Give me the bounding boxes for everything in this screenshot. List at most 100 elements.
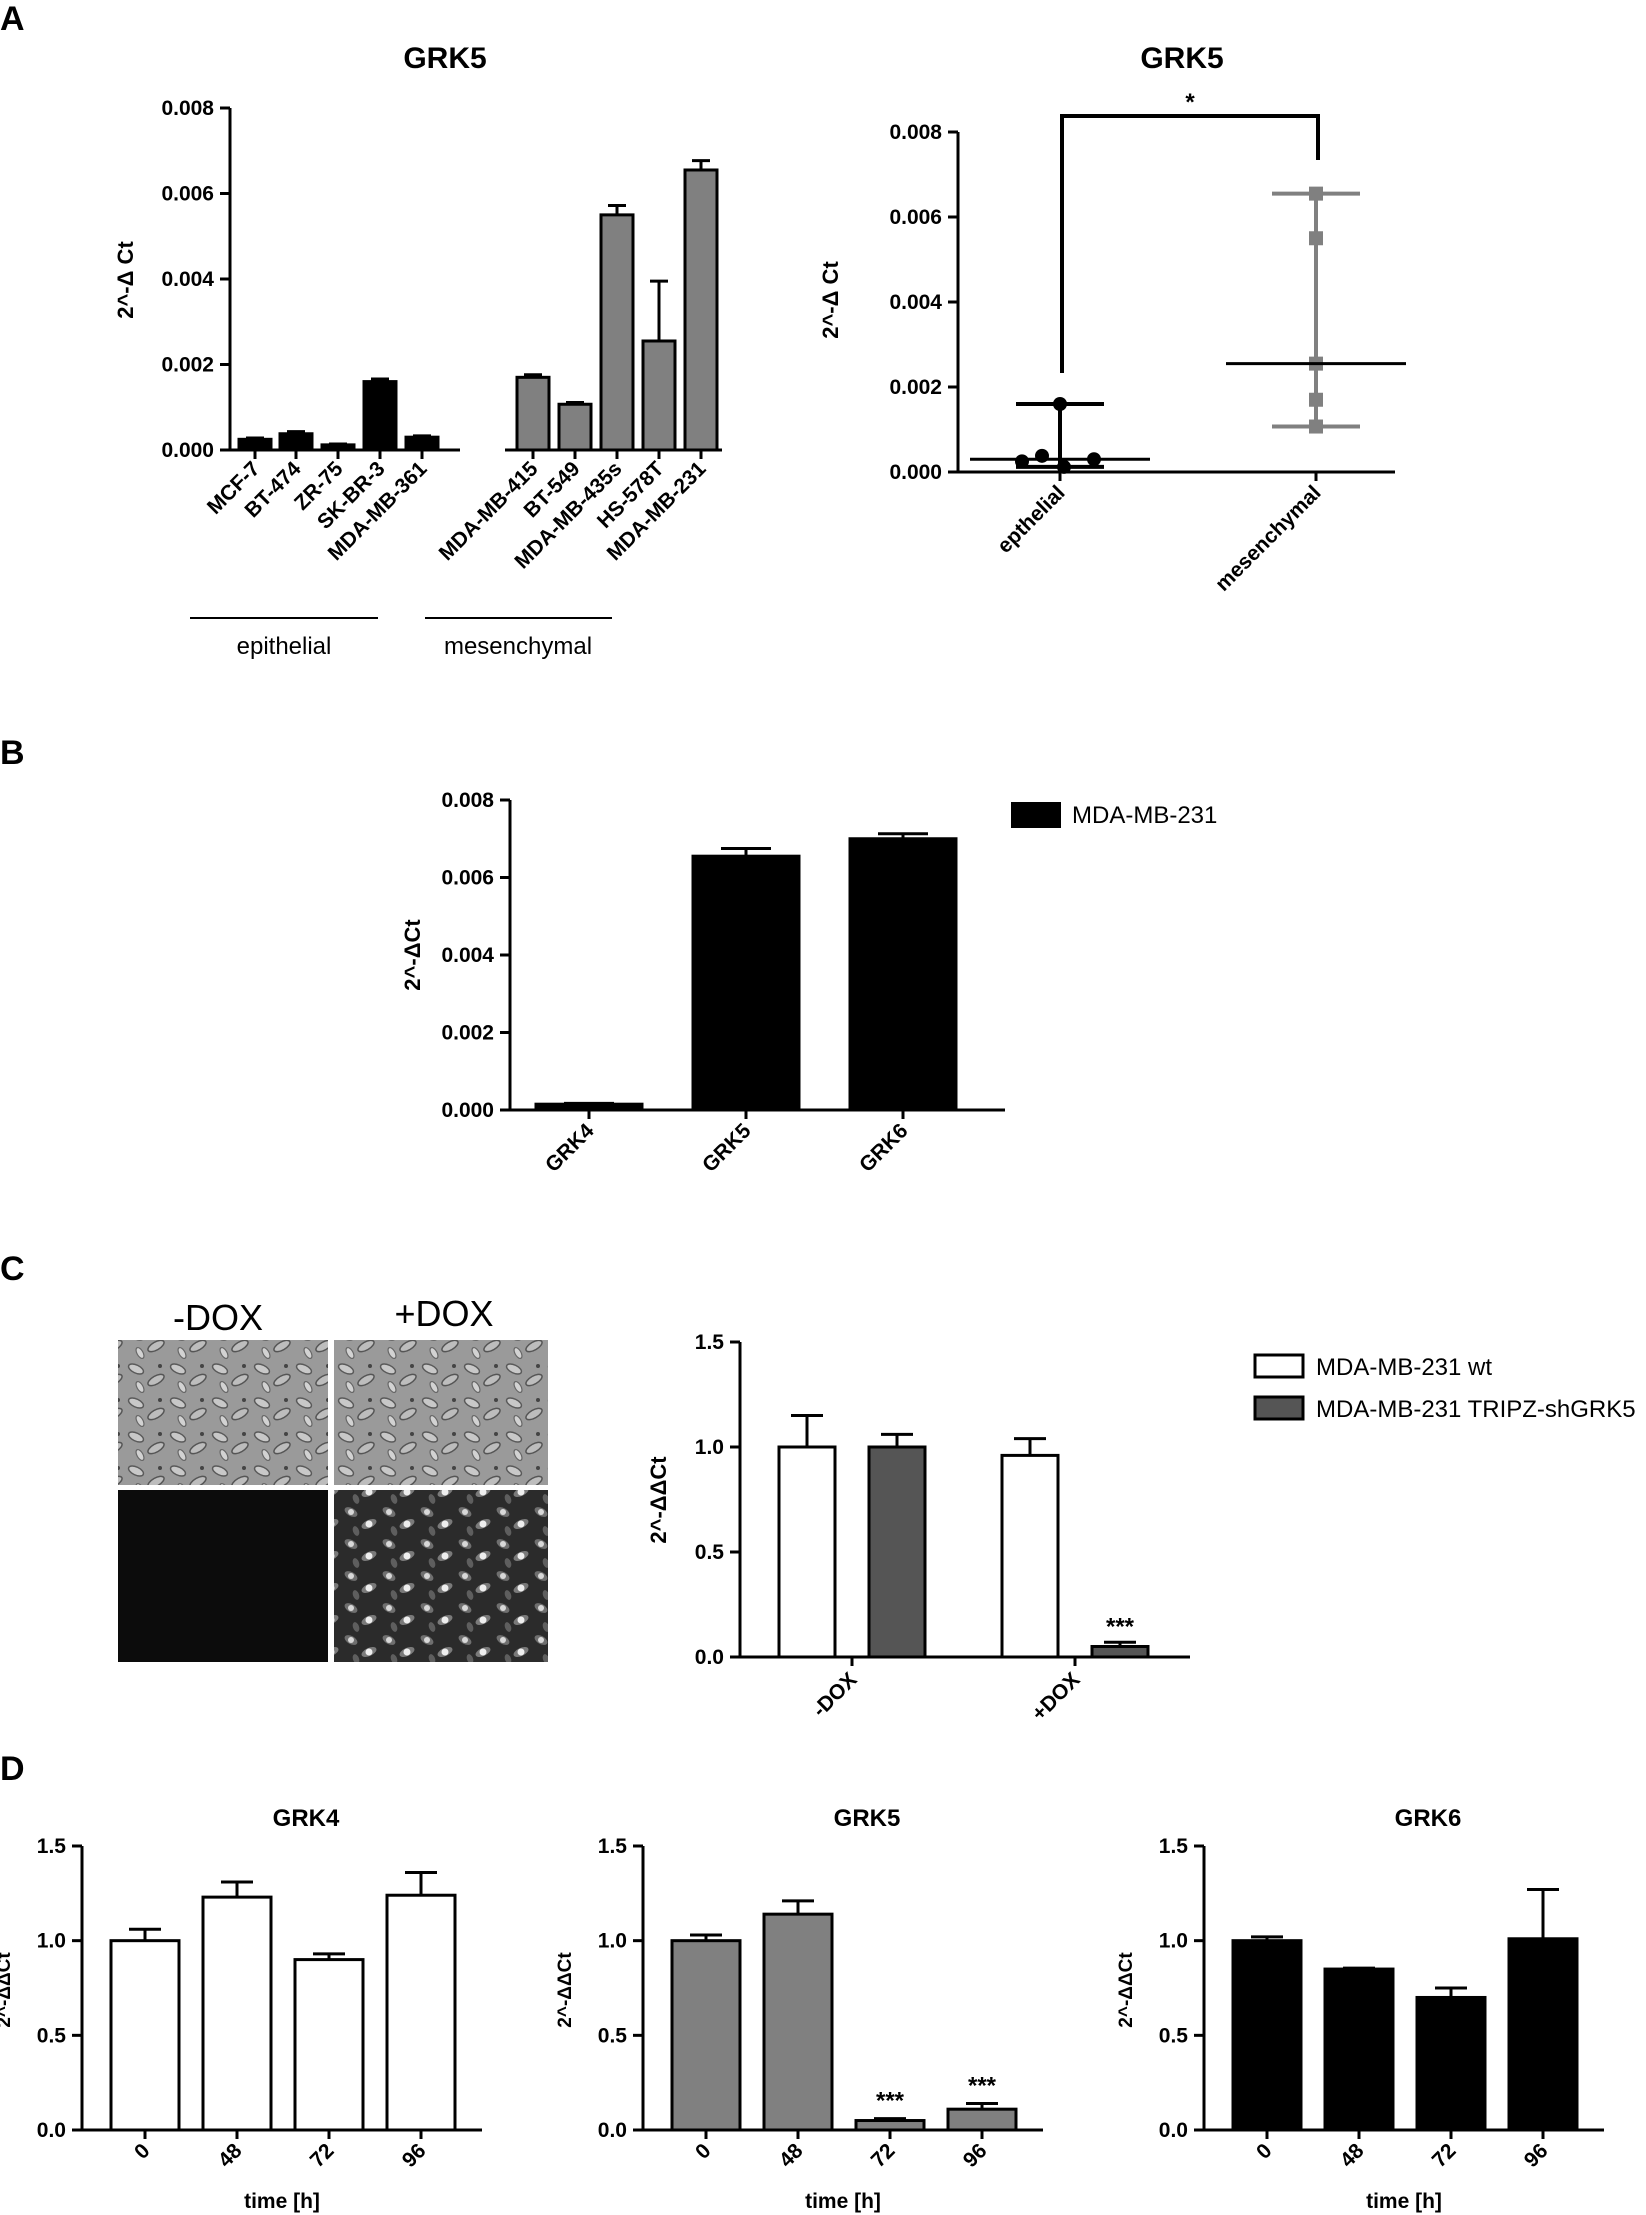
legend-swatch — [1253, 1395, 1305, 1421]
micrograph-label-plus-dox: +DOX — [394, 1293, 493, 1334]
y-tick-label: 0.006 — [889, 206, 942, 229]
micrograph-fluorescence-minus-dox — [118, 1490, 328, 1662]
x-tick-label: 96 — [398, 2139, 431, 2172]
x-tick-label: GRK5 — [698, 1119, 756, 1177]
bar — [534, 1102, 644, 1112]
y-tick-label: 0.004 — [441, 944, 494, 967]
y-tick-label: 0.008 — [441, 789, 494, 812]
group-label: mesenchymal — [444, 633, 592, 660]
x-tick-label: -DOX — [808, 1668, 861, 1721]
chart-b-grk-expression: 0.000 0.002 0.004 0.006 0.008 2^-ΔCt GRK4 GRK5 G… — [400, 789, 1217, 1177]
x-tick-label: 0 — [130, 2139, 155, 2164]
x-tick-label: 96 — [959, 2139, 992, 2172]
bar — [237, 437, 273, 452]
y-tick-label: 0.002 — [441, 1022, 494, 1045]
bar — [278, 432, 314, 452]
bar — [683, 168, 719, 452]
y-tick-label: 1.0 — [598, 1930, 627, 1953]
bar — [201, 1895, 273, 2132]
bar — [777, 1445, 837, 1659]
x-tick-label: GRK4 — [541, 1119, 599, 1177]
micrograph-fluorescence-plus-dox — [334, 1490, 548, 1662]
legend-label: MDA-MB-231 wt — [1316, 1354, 1492, 1381]
chart-c-knockdown: 0.0 0.5 1.0 1.5 2^-ΔΔCt -DOX +DOX *** MDA-MB-231… — [646, 1331, 1636, 1725]
y-tick-label: 0.000 — [889, 461, 942, 484]
y-tick-label: 0.5 — [695, 1541, 725, 1564]
y-tick-label: 0.5 — [1159, 2024, 1189, 2047]
bar — [1231, 1939, 1303, 2132]
data-point — [1057, 459, 1071, 474]
y-tick-label: 1.0 — [695, 1436, 724, 1459]
micrograph-grid: -DOX +DOX — [118, 1293, 548, 1662]
x-tick-label: 48 — [1336, 2139, 1369, 2172]
chart-d1-grk4-time: GRK4 0.0 0.5 1.0 1.5 2^-ΔΔCt 0 48 72 96 time [h] — [0, 1805, 482, 2213]
x-tick-label: 72 — [306, 2139, 339, 2172]
legend-swatch — [1011, 802, 1061, 828]
chart-a2-grk5-groups: GRK5 0.000 0.002 0.004 0.006 0.008 2^-Δ Ct epth… — [818, 42, 1406, 596]
x-axis-label: time [h] — [1366, 2190, 1442, 2213]
x-tick-label: 72 — [867, 2139, 900, 2172]
y-tick-label: 0.002 — [161, 354, 214, 377]
bar — [1323, 1967, 1395, 2132]
bar — [1507, 1937, 1579, 2132]
bar — [867, 1445, 927, 1659]
y-tick-label: 0.5 — [37, 2024, 67, 2047]
panel-letter-b: B — [0, 734, 25, 772]
x-tick-label: 48 — [775, 2139, 808, 2172]
x-tick-label: epthelial — [993, 481, 1070, 558]
micrograph-brightfield-minus-dox — [118, 1340, 328, 1485]
bar — [848, 837, 958, 1112]
bar — [854, 2119, 926, 2132]
y-tick-label: 0.002 — [889, 376, 942, 399]
legend-label: MDA-MB-231 — [1072, 802, 1217, 829]
data-point — [1309, 419, 1323, 434]
data-point — [1309, 231, 1323, 246]
chart-d3-grk6-time: GRK6 0.0 0.5 1.0 1.5 2^-ΔΔCt 0 48 72 96 time [h] — [1116, 1805, 1604, 2213]
y-tick-label: 0.0 — [1159, 2119, 1188, 2142]
significance-marker: *** — [1106, 1613, 1135, 1640]
x-axis-label: time [h] — [805, 2190, 881, 2213]
bar — [1415, 1995, 1487, 2132]
bar — [385, 1893, 457, 2132]
y-tick-label: 0.008 — [889, 121, 942, 144]
y-tick-label: 1.0 — [1159, 1930, 1188, 1953]
bar — [1000, 1453, 1060, 1659]
y-tick-label: 0.0 — [598, 2119, 627, 2142]
significance-marker: *** — [876, 2088, 905, 2115]
data-point — [1309, 392, 1323, 407]
bar — [670, 1939, 742, 2132]
y-tick-label: 0.000 — [441, 1099, 494, 1122]
panel-letter-d: D — [0, 1750, 25, 1788]
x-tick-label: 0 — [691, 2139, 716, 2164]
x-tick-label: 72 — [1428, 2139, 1461, 2172]
y-tick-label: 1.5 — [37, 1835, 67, 1858]
data-point — [1309, 186, 1323, 201]
bar — [599, 213, 635, 452]
y-tick-label: 1.5 — [695, 1331, 725, 1354]
chart-title: GRK4 — [273, 1805, 340, 1832]
bar — [557, 402, 593, 452]
x-tick-label: GRK6 — [855, 1119, 913, 1177]
x-tick-label: 0 — [1252, 2139, 1277, 2164]
bar — [641, 339, 677, 452]
x-tick-label: mesenchymal — [1211, 481, 1325, 595]
panel-letter-c: C — [0, 1250, 25, 1288]
y-axis-label: 2^-ΔΔCt — [646, 1456, 671, 1544]
significance-marker: * — [1185, 89, 1195, 116]
y-tick-label: 0.006 — [441, 867, 494, 890]
group-label: epithelial — [237, 633, 332, 660]
x-tick-label: 96 — [1520, 2139, 1553, 2172]
micrograph-label-minus-dox: -DOX — [173, 1297, 263, 1338]
micrograph-brightfield-plus-dox — [334, 1340, 548, 1485]
y-axis-label: 2^-ΔΔCt — [555, 1952, 576, 2028]
y-axis-label: 2^-ΔCt — [400, 919, 425, 991]
y-tick-label: 1.0 — [37, 1930, 66, 1953]
panel-letter-a: A — [0, 0, 25, 38]
legend-label: MDA-MB-231 TRIPZ-shGRK5 — [1316, 1396, 1636, 1423]
bar — [1090, 1645, 1150, 1659]
bar — [515, 375, 551, 452]
y-axis-label: 2^-Δ Ct — [818, 261, 843, 339]
y-tick-label: 0.0 — [695, 1646, 724, 1669]
